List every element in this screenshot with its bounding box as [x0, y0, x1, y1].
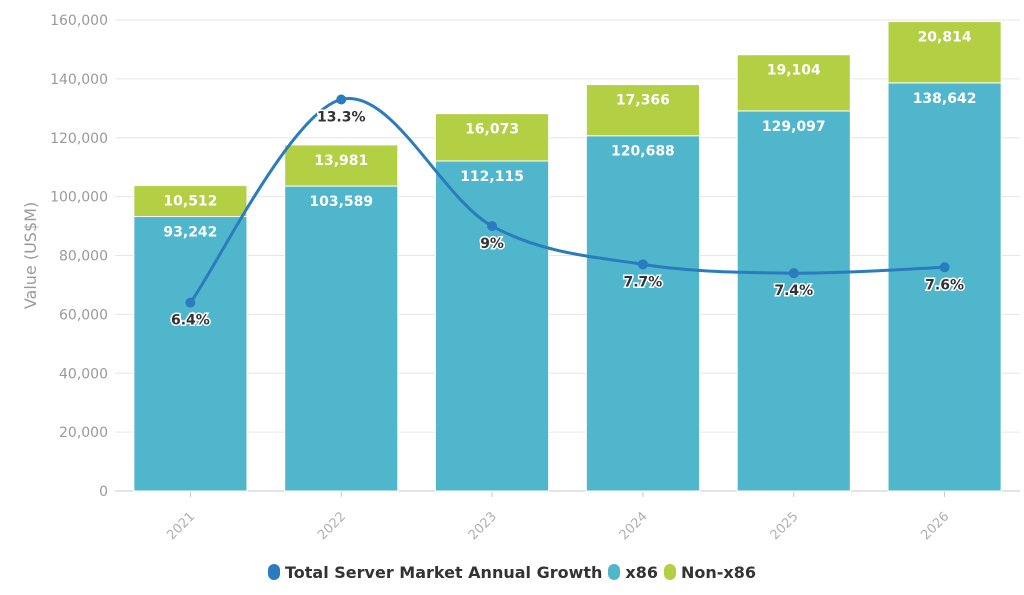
bar-value-label: 20,814 [918, 30, 972, 46]
bar-x86 [435, 160, 550, 492]
growth-value-label: 6.4% [171, 313, 210, 329]
y-axis-label: Value (US$M) [21, 202, 40, 309]
growth-value-label: 13.3% [317, 109, 366, 125]
legend-label-non-x86: Non-x86 [681, 562, 756, 582]
y-tick-label: 140,000 [50, 72, 108, 88]
growth-point [788, 268, 799, 279]
legend-swatch-x86 [608, 564, 621, 580]
growth-value-label: 7.6% [925, 277, 964, 293]
y-tick-label: 100,000 [50, 190, 108, 206]
bar-x86 [887, 82, 1002, 492]
growth-point [637, 259, 648, 270]
chart-svg: 0 20,000 40,000 60,000 80,000 100,000 120,000 1… [21, 13, 1020, 543]
x-tick-label: 2025 [768, 509, 802, 543]
bar-value-label: 103,589 [309, 194, 373, 210]
y-tick-label: 0 [99, 484, 108, 500]
bar-x86 [585, 135, 700, 492]
growth-value-label: 7.4% [774, 283, 813, 299]
legend-label-growth: Total Server Market Annual Growth [284, 562, 603, 582]
bar-x86 [736, 110, 851, 492]
bar-x86 [133, 216, 248, 492]
bar-value-label: 112,115 [460, 169, 524, 185]
growth-point [939, 262, 950, 273]
legend-item-growth[interactable]: Total Server Market Annual Growth [267, 562, 603, 582]
bar-value-label: 17,366 [616, 93, 670, 109]
bar-value-label: 120,688 [611, 144, 675, 160]
y-tick-label: 80,000 [59, 249, 108, 265]
bar-value-label: 129,097 [762, 119, 826, 135]
legend-item-non-x86[interactable]: Non-x86 [664, 563, 756, 582]
legend-label-x86: x86 [625, 562, 658, 582]
growth-value-label: 9% [480, 236, 504, 252]
x-tick-label: 2023 [466, 509, 500, 543]
growth-value-label: 7.7% [624, 274, 663, 290]
growth-point [487, 221, 498, 232]
bar-non-x86 [435, 113, 550, 162]
bar-x86 [284, 185, 399, 492]
growth-point [336, 94, 347, 105]
bar-value-label: 10,512 [163, 194, 217, 210]
y-tick-label: 120,000 [50, 131, 108, 147]
growth-point [185, 297, 196, 308]
bar-non-x86 [585, 84, 700, 137]
bar-non-x86 [736, 54, 851, 112]
y-tick-label: 40,000 [59, 366, 108, 382]
y-tick-label: 60,000 [59, 307, 108, 323]
bar-value-label: 13,981 [314, 153, 368, 169]
y-tick-label: 160,000 [50, 13, 108, 29]
x-tick-label: 2026 [918, 509, 952, 543]
legend-item-x86[interactable]: x86 [608, 563, 658, 582]
x-tick-label: 2022 [315, 509, 349, 543]
bar-value-label: 138,642 [913, 91, 977, 107]
x-tick-label: 2024 [617, 509, 651, 543]
legend-swatch-non-x86 [664, 564, 676, 580]
y-tick-label: 20,000 [59, 425, 108, 441]
bar-value-label: 19,104 [767, 63, 821, 79]
x-tick-label: 2021 [164, 509, 198, 543]
bar-value-label: 16,073 [465, 122, 519, 138]
chart-legend: Total Server Market Annual Growth x86 No… [0, 558, 1024, 586]
bar-non-x86 [887, 21, 1002, 84]
bar-non-x86 [284, 144, 399, 187]
bar-value-label: 93,242 [163, 225, 217, 241]
bar-non-x86 [133, 185, 248, 218]
legend-swatch-growth [267, 564, 280, 580]
